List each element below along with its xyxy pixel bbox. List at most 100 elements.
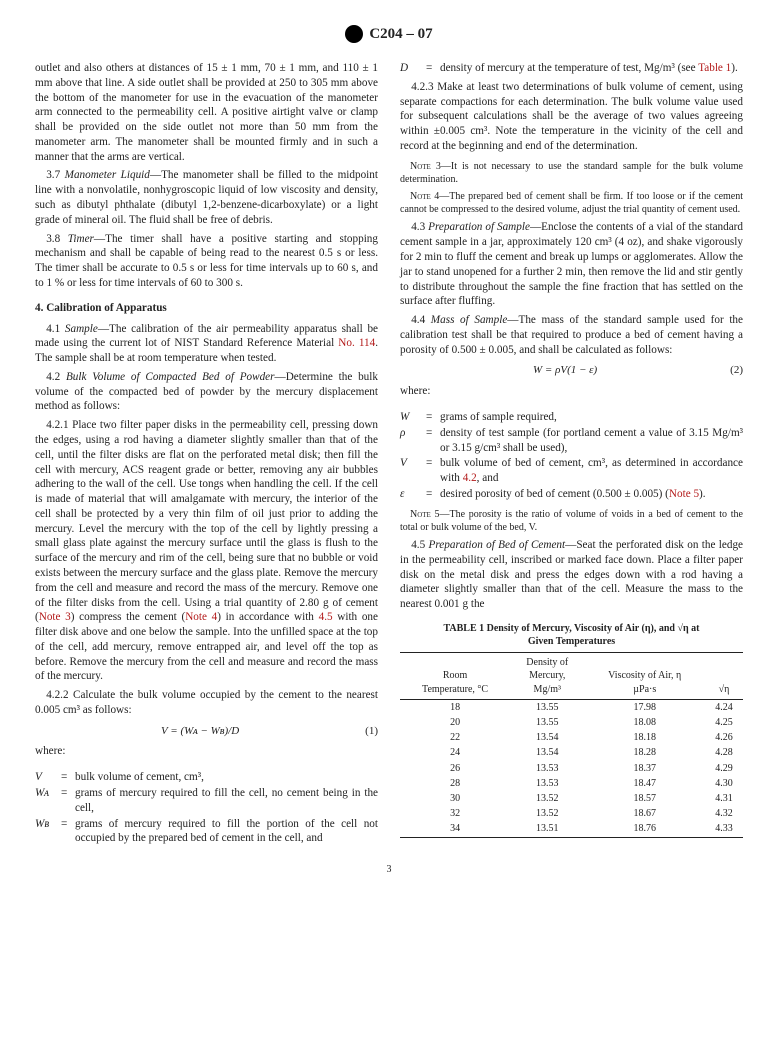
where-sym: W: [400, 410, 426, 425]
ref-link: Note 5: [669, 488, 699, 500]
para-4-2: 4.2 Bulk Volume of Compacted Bed of Powd…: [35, 370, 378, 414]
standard-number: C204 – 07: [369, 26, 432, 43]
table-row: 3213.5218.674.32: [400, 806, 743, 821]
t: desired porosity of bed of cement (0.500…: [440, 488, 669, 500]
ref-link: No. 114: [338, 337, 375, 349]
equals-icon: =: [426, 487, 440, 502]
equals-icon: =: [426, 61, 440, 76]
para-3-8: 3.8 Timer—The timer shall have a positiv…: [35, 232, 378, 291]
equals-icon: =: [61, 770, 75, 785]
note-body: The prepared bed of cement shall be firm…: [400, 191, 743, 215]
table-1: TABLE 1 Density of Mercury, Viscosity of…: [400, 622, 743, 838]
para-4-2-2: 4.2.2 Calculate the bulk volume occupied…: [35, 688, 378, 718]
table-row: 2613.5318.374.29: [400, 761, 743, 776]
table-row: 1813.5517.984.24: [400, 699, 743, 715]
note-label: Note 4—: [410, 191, 449, 202]
note-label: Note 5—: [410, 509, 450, 520]
table-row: 2213.5418.184.26: [400, 730, 743, 745]
th-sqrt-eta: √η: [705, 653, 743, 700]
para-4-3: 4.3 Preparation of Sample—Enclose the co…: [400, 220, 743, 309]
note-body: The porosity is the ratio of volume of v…: [400, 509, 743, 533]
t: Given Temperatures: [528, 636, 615, 647]
where-sym: Wᴀ: [35, 786, 61, 816]
sec-num: 4.2.3: [411, 81, 437, 93]
sec-body: Make at least two determinations of bulk…: [400, 81, 743, 152]
sec-num: 4.3: [411, 221, 428, 233]
para-4-2-3: 4.2.3 Make at least two determinations o…: [400, 80, 743, 154]
sec-title: Preparation of Bed of Cement: [429, 539, 566, 551]
para-4-5: 4.5 Preparation of Bed of Cement—Seat th…: [400, 538, 743, 612]
where-def: bulk volume of cement, cm³,: [75, 770, 378, 785]
where-def: desired porosity of bed of cement (0.500…: [440, 487, 743, 502]
two-column-body: outlet and also others at distances of 1…: [35, 61, 743, 846]
note-4: Note 4—The prepared bed of cement shall …: [400, 190, 743, 216]
sec-body: ) compress the cement (: [71, 611, 185, 623]
sec-body: Place two filter paper disks in the perm…: [35, 419, 378, 623]
where-def: grams of sample required,: [440, 410, 743, 425]
t: TABLE 1 Density of Mercury, Viscosity of…: [443, 623, 699, 634]
astm-logo-icon: [345, 25, 363, 43]
note-label: Note 3—: [410, 161, 451, 172]
para-3-7: 3.7 Manometer Liquid—The manometer shall…: [35, 168, 378, 227]
equals-icon: =: [426, 410, 440, 425]
sec-num: 4.2: [46, 371, 66, 383]
sec-num: 4.4: [411, 314, 431, 326]
where-def: density of test sample (for portland cem…: [440, 426, 743, 456]
where-sym: Wʙ: [35, 817, 61, 847]
table-row: 2813.5318.474.30: [400, 776, 743, 791]
table-row: 3013.5218.574.31: [400, 791, 743, 806]
where-def: bulk volume of bed of cement, cm³, as de…: [440, 456, 743, 486]
sec-body: Calculate the bulk volume occupied by th…: [35, 689, 378, 716]
table-row: 2013.5518.084.25: [400, 715, 743, 730]
para-4-1: 4.1 Sample—The calibration of the air pe…: [35, 322, 378, 366]
where-sym: ρ: [400, 426, 426, 456]
page-header: C204 – 07: [35, 25, 743, 43]
sec-title: Manometer Liquid: [65, 169, 150, 181]
where-def: grams of mercury required to fill the po…: [75, 817, 378, 847]
sec-title: Bulk Volume of Compacted Bed of Powder: [66, 371, 275, 383]
eq-expr: V = (Wᴀ − Wʙ)/D: [161, 725, 239, 737]
ref-link: 4.2: [463, 472, 477, 484]
sec-num: 4.5: [411, 539, 428, 551]
equals-icon: =: [61, 817, 75, 847]
sec-num: 4.1: [46, 323, 65, 335]
sec-body: ) in accordance with: [217, 611, 318, 623]
para-3-6-cont: outlet and also others at distances of 1…: [35, 61, 378, 164]
equals-icon: =: [426, 426, 440, 456]
sec-num: 4.2.2: [46, 689, 73, 701]
t: , and: [477, 472, 499, 484]
note-3: Note 3—It is not necessary to use the st…: [400, 160, 743, 186]
eq-number: (2): [730, 363, 743, 378]
where-list-2: W=grams of sample required, ρ=density of…: [400, 410, 743, 502]
sec-title: Mass of Sample: [431, 314, 508, 326]
equation-1: V = (Wᴀ − Wʙ)/D (1): [35, 724, 378, 739]
sec-title: Preparation of Sample: [428, 221, 530, 233]
where-sym: V: [400, 456, 426, 486]
eq-expr: W = ρV(1 − ε): [533, 364, 597, 376]
ref-link: Note 3: [39, 611, 71, 623]
sec-num: 4.2.1: [46, 419, 72, 431]
note-body: It is not necessary to use the standard …: [400, 161, 743, 185]
section-4-head: 4. Calibration of Apparatus: [35, 301, 378, 316]
table-row: 3413.5118.764.33: [400, 821, 743, 837]
where-label-2: where:: [400, 384, 743, 399]
where-label: where:: [35, 744, 378, 759]
th-density: Density ofMercury,Mg/m³: [510, 653, 584, 700]
para-4-4: 4.4 Mass of Sample—The mass of the stand…: [400, 313, 743, 357]
ref-link: Note 4: [185, 611, 217, 623]
th-viscosity: Viscosity of Air, ηµPa·s: [584, 653, 705, 700]
th-temp: RoomTemperature, °C: [400, 653, 510, 700]
sec-title: Sample: [65, 323, 98, 335]
eq-number: (1): [365, 724, 378, 739]
t: density of mercury at the temperature of…: [440, 62, 698, 74]
equals-icon: =: [61, 786, 75, 816]
note-5: Note 5—The porosity is the ratio of volu…: [400, 508, 743, 534]
para-4-2-1: 4.2.1 Place two filter paper disks in th…: [35, 418, 378, 684]
where-def: grams of mercury required to fill the ce…: [75, 786, 378, 816]
where-sym: V: [35, 770, 61, 785]
where-sym: ε: [400, 487, 426, 502]
ref-link: 4.5: [319, 611, 333, 623]
t: ).: [699, 488, 706, 500]
ref-link: Table 1: [698, 62, 731, 74]
sec-title: Timer: [68, 233, 94, 245]
